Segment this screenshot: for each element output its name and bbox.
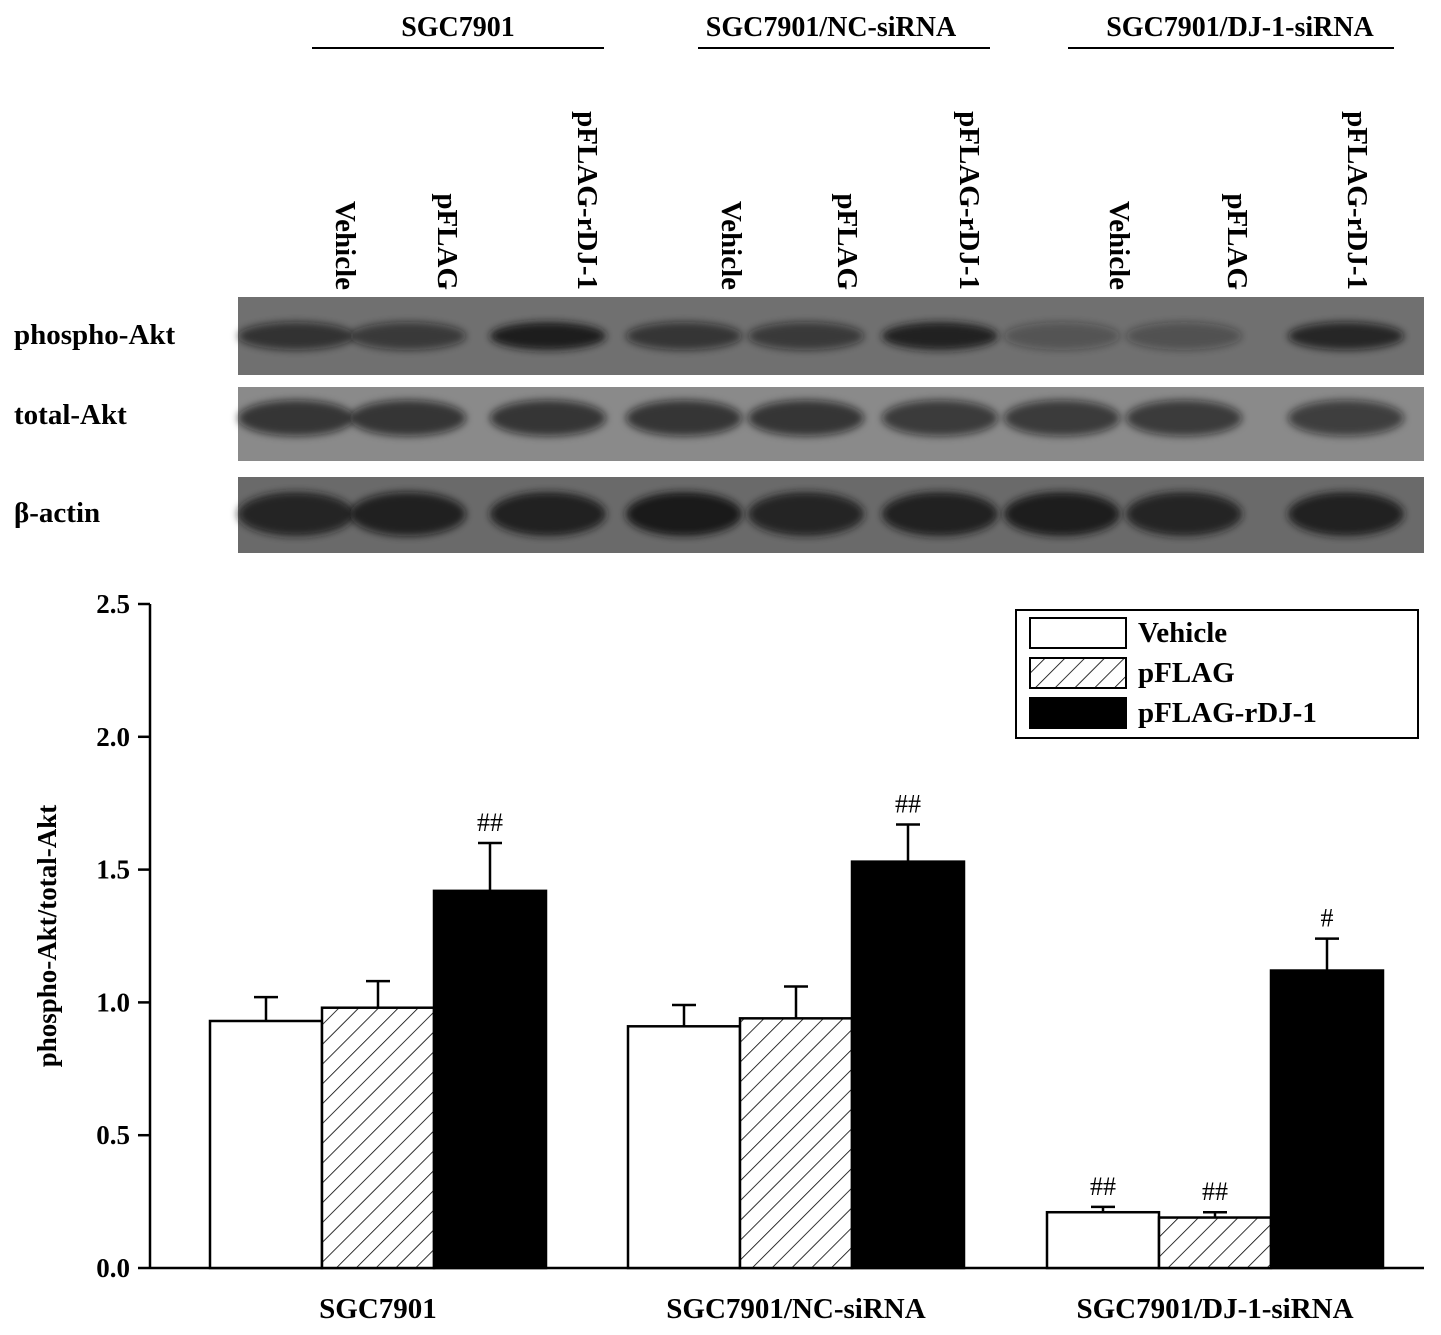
blot-group-label-2: SGC7901/NC-siRNA: [706, 12, 957, 43]
blot-bands-phospho-akt: [238, 322, 1404, 350]
blot-row-label-3: β-actin: [14, 497, 100, 529]
lane-label-1: Vehicle: [329, 201, 361, 290]
blot-band: [490, 322, 606, 350]
significance-mark: ##: [1090, 1172, 1116, 1201]
bar: [320, 1006, 436, 1270]
blot-band: [238, 400, 354, 436]
blot-band: [1004, 400, 1120, 436]
blot-group-headers: SGC7901 SGC7901/NC-siRNA SGC7901/DJ-1-si…: [312, 12, 1394, 49]
blot-band: [350, 322, 466, 350]
blot-group-label-1: SGC7901: [401, 12, 515, 43]
legend-label-pflag: pFLAG: [1138, 657, 1235, 689]
blot-band: [882, 400, 998, 436]
legend-label-pflag-rdj-1: pFLAG-rDJ-1: [1138, 697, 1317, 729]
bar: [1045, 1210, 1161, 1270]
y-tick-label: 0.5: [96, 1120, 130, 1150]
significance-mark: ##: [1202, 1177, 1228, 1206]
blot-band: [626, 492, 742, 536]
bar: [850, 860, 966, 1270]
legend-swatch-vehicle: [1029, 617, 1127, 649]
blot-band: [490, 400, 606, 436]
legend-label-vehicle: Vehicle: [1138, 617, 1227, 649]
legend-swatch-pflag: [1029, 657, 1127, 689]
blot-band: [238, 492, 354, 536]
blot-group-label-3: SGC7901/DJ-1-siRNA: [1106, 12, 1374, 43]
x-category-label: SGC7901: [319, 1293, 437, 1325]
legend-swatch-pflag-rdj-1: [1029, 697, 1127, 729]
bars: [208, 860, 1385, 1270]
bar: [1269, 969, 1385, 1270]
blot-bands-beta-actin: [238, 492, 1404, 536]
blot-bands-total-akt: [238, 400, 1404, 436]
lane-label-7: Vehicle: [1103, 201, 1135, 290]
x-category-label: SGC7901/NC-siRNA: [666, 1293, 925, 1325]
significance-mark: #: [1321, 904, 1334, 933]
blot-band: [882, 492, 998, 536]
x-category-label: SGC7901/DJ-1-siRNA: [1076, 1293, 1353, 1325]
blot-panel: SGC7901 SGC7901/NC-siRNA SGC7901/DJ-1-si…: [14, 12, 1424, 553]
blot-band: [626, 322, 742, 350]
blot-band: [1004, 492, 1120, 536]
y-axis: 0.0 0.5 1.0 1.5 2.0 2.5: [96, 589, 152, 1283]
blot-band: [490, 492, 606, 536]
blot-band: [1126, 400, 1242, 436]
blot-row-label-2: total-Akt: [14, 399, 127, 431]
y-tick-label: 0.0: [96, 1253, 130, 1283]
lane-label-4: Vehicle: [715, 201, 747, 290]
y-tick-label: 1.0: [96, 987, 130, 1017]
blot-rows: phospho-Akt total-Akt β-actin: [14, 297, 1424, 553]
blot-band: [748, 322, 864, 350]
blot-lane-labels: Vehicle pFLAG pFLAG-rDJ-1 Vehicle pFLAG …: [329, 111, 1373, 290]
y-tick-label: 1.5: [96, 855, 130, 885]
blot-band: [748, 492, 864, 536]
bar: [208, 1019, 324, 1270]
blot-band: [1126, 492, 1242, 536]
blot-band: [1126, 322, 1242, 350]
bar: [1157, 1216, 1273, 1270]
lane-label-3: pFLAG-rDJ-1: [571, 111, 603, 290]
bar: [626, 1025, 742, 1270]
blot-band: [1288, 400, 1404, 436]
significance-annotations: ###### ###: [477, 789, 1334, 1206]
blot-band: [1288, 492, 1404, 536]
blot-band: [748, 400, 864, 436]
legend: Vehicle pFLAG pFLAG-rDJ-1: [1015, 609, 1419, 739]
bar-chart: 0.0 0.5 1.0 1.5 2.0 2.5 phospho-Akt/total-Akt…: [32, 589, 1424, 1325]
lane-label-2: pFLAG: [431, 193, 463, 290]
significance-mark: ##: [477, 808, 503, 837]
blot-band: [350, 400, 466, 436]
lane-label-9: pFLAG-rDJ-1: [1341, 111, 1373, 290]
lane-label-8: pFLAG: [1221, 193, 1253, 290]
y-axis-label: phospho-Akt/total-Akt: [32, 805, 62, 1068]
blot-band: [238, 322, 354, 350]
significance-mark: ##: [895, 789, 921, 818]
y-tick-label: 2.0: [96, 722, 130, 752]
bar: [432, 889, 548, 1270]
x-category-labels: SGC7901 SGC7901/NC-siRNA SGC7901/DJ-1-siRN…: [319, 1293, 1353, 1325]
blot-row-label-1: phospho-Akt: [14, 319, 176, 351]
blot-band: [350, 492, 466, 536]
blot-band: [626, 400, 742, 436]
lane-label-5: pFLAG: [831, 193, 863, 290]
y-tick-label: 2.5: [96, 589, 130, 619]
blot-band: [882, 322, 998, 350]
bar: [738, 1017, 854, 1270]
lane-label-6: pFLAG-rDJ-1: [953, 111, 985, 290]
blot-band: [1288, 322, 1404, 350]
error-bars: [254, 823, 1339, 1218]
blot-band: [1004, 322, 1120, 350]
